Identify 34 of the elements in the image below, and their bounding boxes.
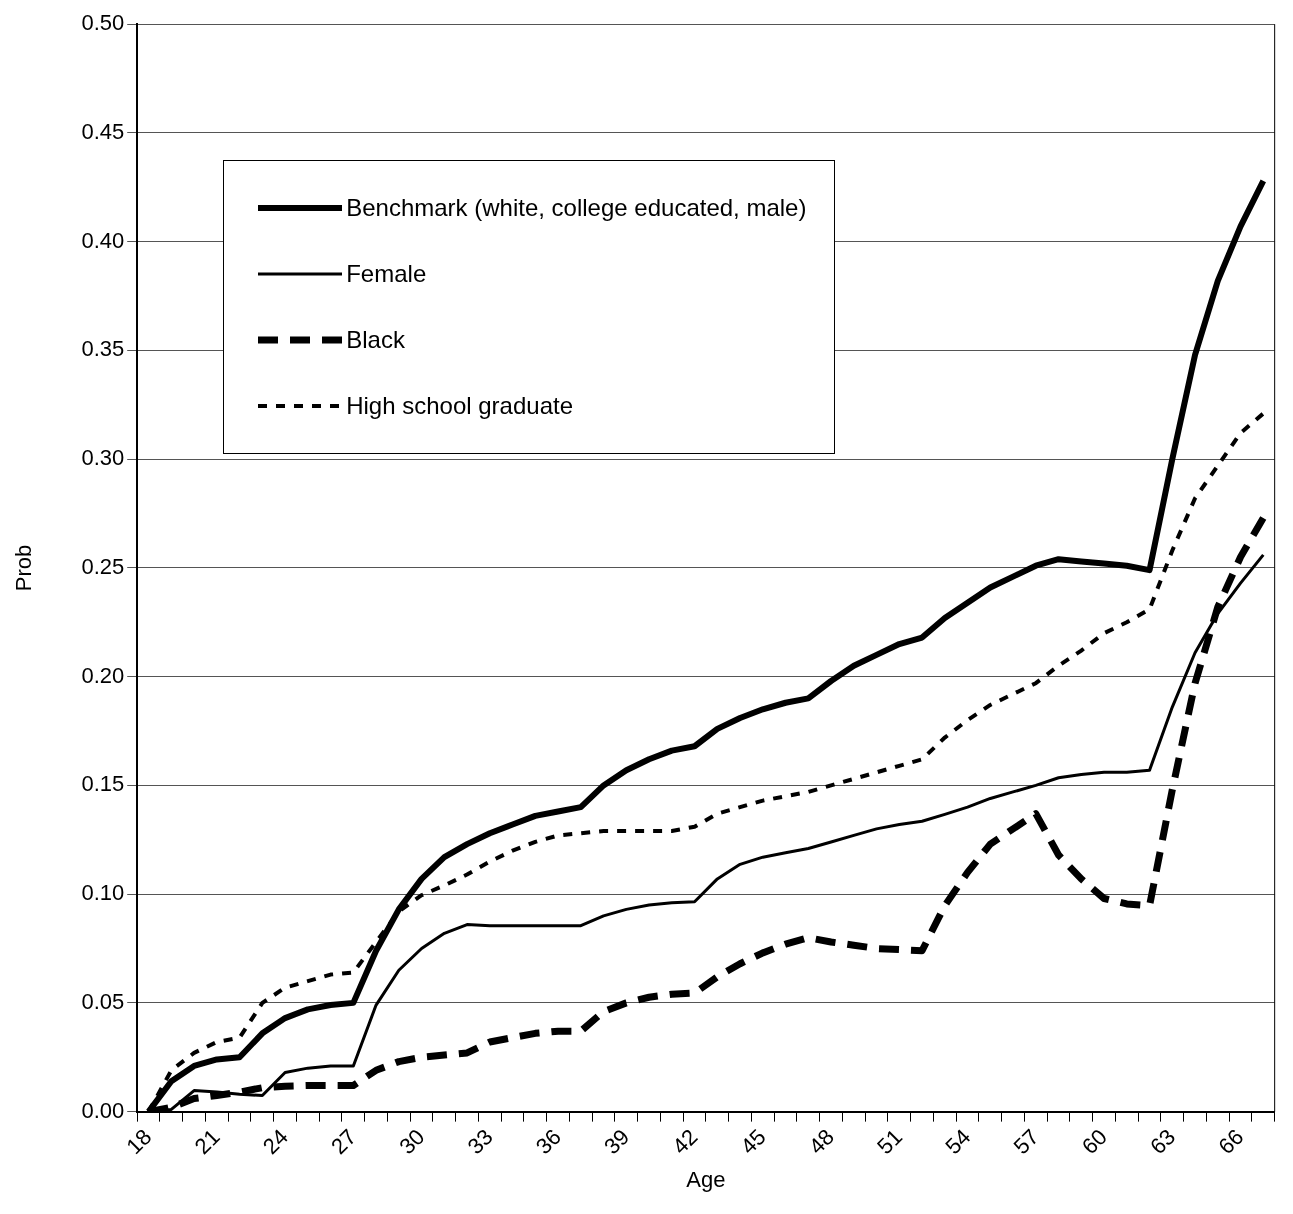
legend-label: Black (346, 326, 405, 355)
x-tick-label: 27 (326, 1124, 362, 1160)
x-tick-label: 18 (121, 1124, 157, 1160)
x-tick-label: 54 (940, 1124, 976, 1160)
y-tick-label: 0.15 (81, 771, 125, 797)
x-tick-label: 45 (735, 1124, 771, 1160)
legend-label: High school graduate (346, 392, 574, 421)
y-tick-label: 0.30 (81, 445, 125, 471)
x-tick-label: 60 (1076, 1124, 1112, 1160)
legend-label: Female (346, 260, 427, 289)
y-tick-label: 0.25 (81, 553, 125, 579)
x-tick-label: 48 (803, 1124, 839, 1160)
y-tick-label: 0.50 (81, 10, 125, 36)
x-tick-label: 51 (872, 1124, 908, 1160)
x-tick-label: 63 (1145, 1124, 1181, 1160)
y-tick-label: 0.10 (81, 880, 125, 906)
y-tick-label: 0.20 (81, 662, 125, 688)
x-tick-label: 24 (257, 1124, 293, 1160)
legend-label: Benchmark (white, college educated, male) (346, 194, 807, 223)
x-tick-label: 39 (599, 1124, 635, 1160)
x-tick-label: 30 (394, 1124, 430, 1160)
x-axis-title: Age (686, 1166, 726, 1192)
x-tick-label: 36 (530, 1124, 566, 1160)
y-tick-label: 0.45 (81, 119, 125, 145)
x-tick-label: 66 (1213, 1124, 1249, 1160)
x-tick-label: 42 (667, 1124, 703, 1160)
y-tick-label: 0.05 (81, 988, 125, 1014)
y-tick-label: 0.00 (81, 1097, 125, 1123)
x-tick-label: 21 (189, 1124, 225, 1160)
y-tick-label: 0.35 (81, 336, 125, 362)
y-axis-title: Prob (11, 544, 37, 592)
y-tick-label: 0.40 (81, 227, 125, 253)
x-tick-label: 33 (462, 1124, 498, 1160)
x-tick-label: 57 (1008, 1124, 1044, 1160)
